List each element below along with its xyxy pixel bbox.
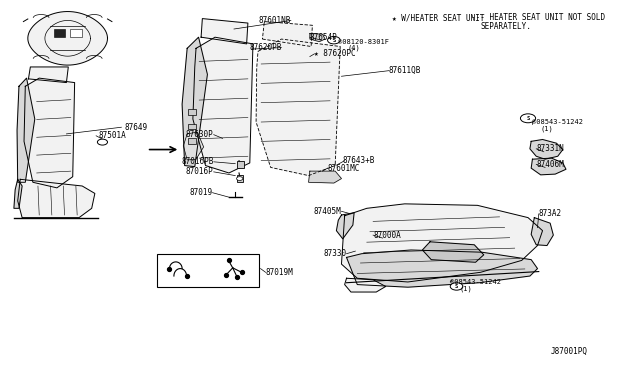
Text: 87331N: 87331N — [536, 144, 564, 153]
Text: 87016P: 87016P — [186, 167, 214, 176]
Polygon shape — [201, 19, 248, 44]
Bar — [157, 254, 259, 287]
Polygon shape — [17, 78, 35, 182]
Circle shape — [97, 139, 108, 145]
Polygon shape — [344, 278, 386, 292]
Bar — [70, 29, 81, 37]
Circle shape — [237, 177, 243, 180]
Text: ®08120-8301F: ®08120-8301F — [339, 39, 389, 45]
Circle shape — [450, 283, 463, 290]
Text: 873A2: 873A2 — [539, 209, 562, 218]
Text: 87000A: 87000A — [373, 231, 401, 240]
Polygon shape — [346, 250, 538, 287]
Text: S: S — [455, 284, 458, 289]
Text: S: S — [332, 38, 335, 43]
Polygon shape — [14, 179, 22, 208]
Text: 87649: 87649 — [125, 123, 148, 132]
Text: 87019M: 87019M — [266, 268, 293, 277]
Polygon shape — [256, 39, 340, 176]
Text: 87016PB: 87016PB — [181, 157, 214, 166]
Text: 87601NB: 87601NB — [259, 16, 291, 25]
Polygon shape — [28, 67, 68, 83]
Text: ★ 87620PC: ★ 87620PC — [314, 49, 356, 58]
Polygon shape — [422, 242, 484, 262]
Text: 87630P: 87630P — [186, 130, 214, 139]
Polygon shape — [262, 22, 312, 46]
Bar — [188, 124, 196, 129]
Circle shape — [328, 36, 340, 44]
Polygon shape — [193, 37, 253, 173]
Polygon shape — [530, 140, 563, 159]
Circle shape — [520, 114, 536, 123]
Text: S: S — [526, 116, 530, 121]
Bar — [188, 138, 196, 144]
Text: (4): (4) — [348, 44, 360, 51]
Polygon shape — [337, 213, 354, 239]
Polygon shape — [28, 12, 108, 65]
Polygon shape — [182, 37, 207, 167]
Text: 87620PB: 87620PB — [249, 43, 282, 52]
Text: 87019: 87019 — [189, 188, 212, 197]
Text: ®08543-51242: ®08543-51242 — [532, 119, 584, 125]
Text: SEPARATELY.: SEPARATELY. — [481, 22, 531, 31]
Text: 87654P: 87654P — [310, 33, 338, 42]
Polygon shape — [531, 218, 554, 246]
Bar — [237, 175, 243, 182]
Text: J87001PQ: J87001PQ — [551, 347, 588, 356]
Polygon shape — [308, 171, 342, 183]
Polygon shape — [24, 78, 75, 188]
Text: 87611QB: 87611QB — [389, 66, 421, 75]
Bar — [188, 109, 196, 115]
Polygon shape — [310, 33, 325, 42]
Text: --- HEATER SEAT UNIT NOT SOLD: --- HEATER SEAT UNIT NOT SOLD — [471, 13, 605, 22]
Text: 87405M: 87405M — [314, 207, 342, 216]
Polygon shape — [531, 158, 566, 175]
Text: (1): (1) — [459, 285, 472, 292]
Bar — [237, 161, 244, 168]
Text: 87601MC: 87601MC — [328, 164, 360, 173]
Text: (1): (1) — [541, 126, 554, 132]
Text: ★ W/HEATER SEAT UNIT: ★ W/HEATER SEAT UNIT — [392, 13, 484, 22]
Text: 87330: 87330 — [323, 249, 346, 258]
Text: 87406M: 87406M — [536, 160, 564, 169]
Text: 87501A: 87501A — [98, 131, 126, 140]
Bar — [54, 29, 65, 37]
Polygon shape — [184, 132, 204, 160]
Polygon shape — [18, 179, 95, 218]
Text: ®08543-51242: ®08543-51242 — [450, 279, 501, 285]
Text: 87643+B: 87643+B — [343, 156, 375, 165]
Polygon shape — [342, 204, 543, 282]
